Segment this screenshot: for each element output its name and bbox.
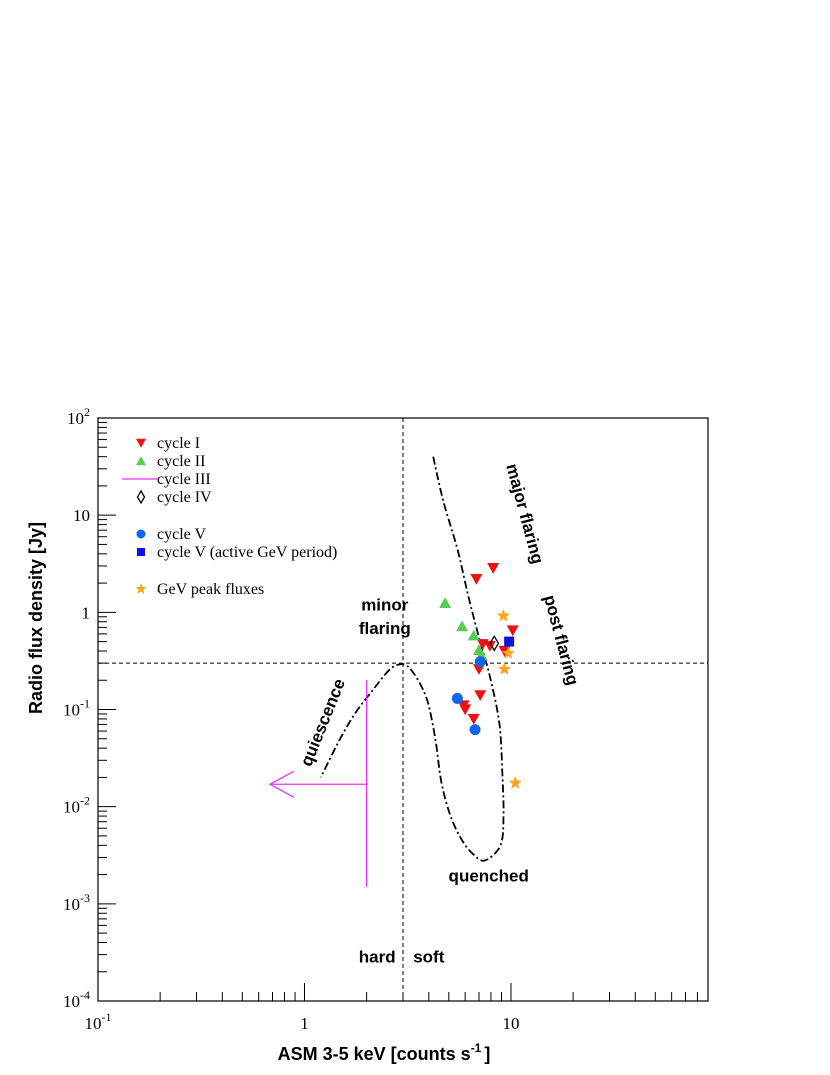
y-tick-label: 10-2 [63,794,90,817]
region-labels: major flaring post flaring minor flaring qui… [297,462,583,967]
legend-marker-1 [136,456,146,466]
point-series-6-3 [508,776,522,789]
state-track-curve [319,456,505,862]
point-series-5-0 [504,636,515,647]
x-tick-label: 10 [502,1014,519,1033]
point-series-0-9 [474,690,487,702]
point-series-4-2 [469,724,481,736]
point-series-6-2 [497,662,512,675]
reference-lines [98,418,708,1001]
point-series-0-1 [487,563,500,574]
legend-label-4: cycle V [157,526,206,543]
x-axis-title: ASM 3-5 keV [counts s-1] [278,1041,491,1064]
point-series-3-0 [489,635,500,652]
point-series-1-0 [439,597,452,609]
legend-marker-3 [136,489,146,505]
point-series-0-3 [483,640,496,652]
y-tick-label: 1 [82,603,91,622]
legend-label-0: cycle I [157,435,200,452]
y-tick-label: 102 [67,405,90,428]
legend-label-1: cycle II [157,453,205,470]
region-label-1: post flaring [540,593,582,687]
point-series-6-0 [496,608,511,622]
legend-label-2: cycle III [157,471,211,488]
track-curve [319,456,505,862]
region-label-0: major flaring [502,462,547,566]
x-tick-label: 1 [300,1014,309,1033]
y-tick-label: 10-3 [63,891,90,914]
data-points [439,563,522,789]
region-label-4: quiescence [297,676,349,769]
legend-label-5: cycle V (active GeV period) [157,544,337,561]
point-series-4-1 [451,692,463,704]
y-tick-label: 10-1 [63,697,90,720]
point-series-0-0 [470,573,483,585]
y-axis-title: Radio flux density [Jy] [26,522,46,714]
legend-marker-4 [136,529,146,539]
region-label-7: soft [413,947,445,966]
legend-label-3: cycle IV [157,489,212,506]
x-tick-label: 10-1 [85,1010,112,1033]
point-series-1-2 [467,629,480,641]
region-label-5: quenched [449,866,529,885]
point-series-6-1 [501,646,515,659]
region-label-6: hard [359,947,396,966]
point-series-4-0 [474,656,486,668]
cycle-iii-arrowhead [268,770,295,798]
point-series-1-1 [456,620,469,632]
y-tick-label: 10-4 [63,988,90,1011]
legend-marker-5 [137,548,145,556]
legend-marker-0 [136,438,146,448]
point-series-0-8 [459,704,472,716]
legend-marker-6 [135,583,147,594]
point-series-0-5 [506,625,519,637]
region-label-2: minor [361,595,409,614]
region-label-3: flaring [359,619,411,638]
point-series-0-10 [467,713,480,725]
cycle-iii-limits [268,680,368,887]
legend-label-6: GeV peak fluxes [157,581,264,598]
y-tick-label: 10 [73,506,90,525]
